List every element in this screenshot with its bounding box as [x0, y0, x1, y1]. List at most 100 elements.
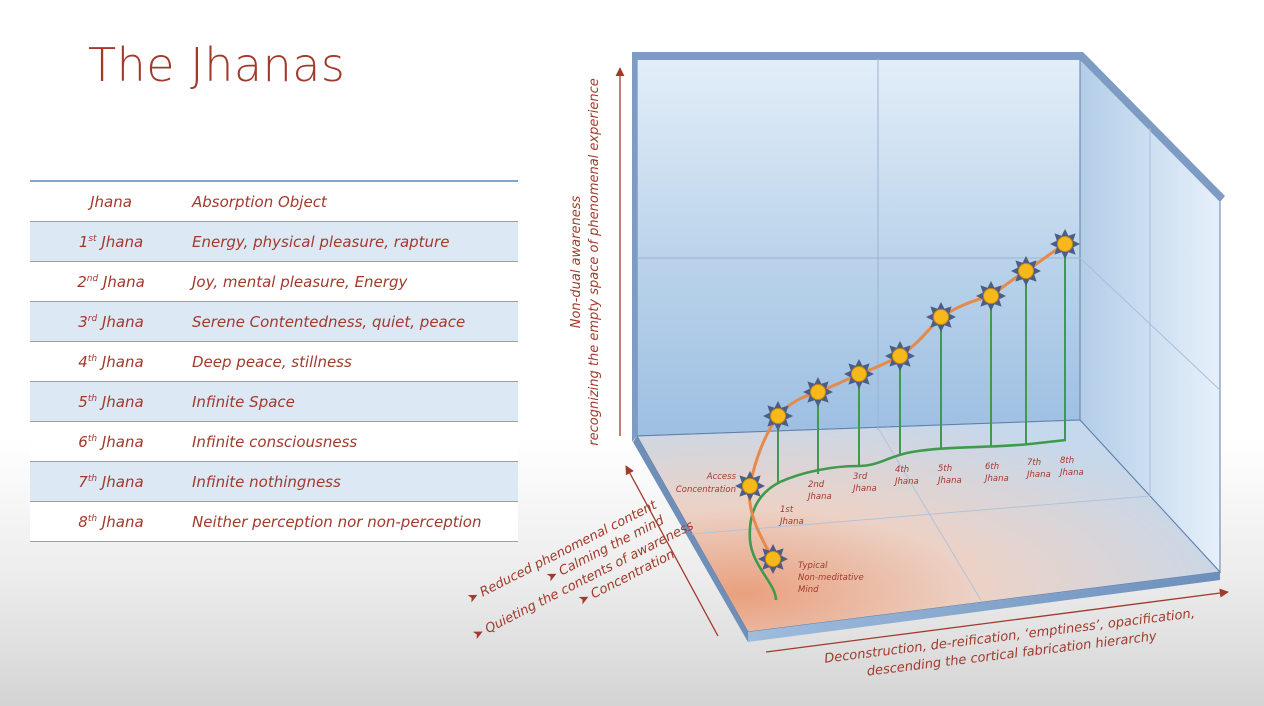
jhana-number: 4: [78, 352, 88, 371]
table-row: 6th Jhana Infinite consciousness: [30, 421, 518, 462]
typical-mind-star-icon: [758, 544, 788, 574]
absorption-object-cell: Infinite consciousness: [192, 432, 358, 451]
absorption-object-cell: Serene Contentedness, quiet, peace: [192, 312, 466, 331]
table-row: 8th Jhana Neither perception nor non-per…: [30, 501, 518, 542]
jhana-7-star-icon: [1011, 256, 1041, 286]
jhana-number: 8: [78, 512, 88, 531]
jhana-number: 7: [78, 472, 88, 491]
jhana-cell: 6th Jhana: [30, 422, 192, 462]
access-label-1: Access: [706, 472, 737, 482]
jhana-number: 6: [78, 432, 88, 451]
jhana-ordinal: th: [87, 513, 98, 524]
jhana-label: Jhana: [102, 272, 145, 291]
jhana-number: 3: [78, 312, 88, 331]
depth-axis-labels: ➤ Reduced phenomenal content ➤ Calming t…: [465, 498, 696, 644]
vertical-axis-label-2: recognizing the empty space of phenomena…: [587, 78, 602, 445]
jhana-cell: 1st Jhana: [30, 222, 192, 262]
j1-label-2: Jhana: [778, 517, 804, 527]
absorption-object-cell: Energy, physical pleasure, rapture: [192, 232, 450, 251]
jhana-cell: 7th Jhana: [30, 462, 192, 502]
table-row: 5th Jhana Infinite Space: [30, 381, 518, 422]
jhana-number: 5: [78, 392, 88, 411]
jhana-ordinal: th: [87, 353, 98, 364]
drop-lines: [777, 244, 1066, 484]
header-absorption-object: Absorption Object: [192, 192, 327, 211]
j7-label-2: Jhana: [1025, 470, 1051, 480]
page-title: The Jhanas: [88, 38, 346, 92]
jhana-5-star-icon: [926, 302, 956, 332]
left-edge: [632, 52, 637, 442]
absorption-object-cell: Deep peace, stillness: [192, 352, 352, 371]
jhana-cell: 3rd Jhana: [30, 302, 192, 342]
j8-label-1: 8th: [1060, 456, 1074, 466]
j6-label-2: Jhana: [983, 474, 1009, 484]
j5-label-1: 5th: [938, 464, 952, 474]
jhana-label: Jhana: [101, 312, 144, 331]
jhana-ordinal: th: [87, 393, 98, 404]
jhana-2-star-icon: [803, 377, 833, 407]
jhana-ordinal: st: [88, 233, 97, 244]
j4-label-2: Jhana: [893, 477, 919, 487]
jhana-label: Jhana: [101, 472, 144, 491]
j2-label-2: Jhana: [806, 492, 832, 502]
j4-label-1: 4th: [895, 465, 909, 475]
jhana-number: 2: [77, 272, 87, 291]
access-label-2: Concentration: [676, 485, 736, 495]
grid-line: [691, 495, 1151, 535]
jhana-label: Jhana: [101, 352, 144, 371]
jhana-cell: 5th Jhana: [30, 382, 192, 422]
access-concentration-star-icon: [735, 471, 765, 501]
j8-label-2: Jhana: [1058, 468, 1084, 478]
absorption-object-cell: Neither perception nor non-perception: [192, 512, 482, 531]
table-row: 2nd Jhana Joy, mental pleasure, Energy: [30, 261, 518, 302]
j3-label-1: 3rd: [853, 472, 868, 482]
jhana-cell: 8th Jhana: [30, 502, 192, 542]
orange-path: [747, 242, 1066, 560]
diagram-box: [632, 52, 1225, 642]
grid-line: [1079, 257, 1221, 391]
header-jhana: Jhana: [90, 192, 132, 211]
jhana-8-star-icon: [1050, 229, 1080, 259]
jhana-4-star-icon: [885, 341, 915, 371]
typical-label-2: Non-meditative: [798, 573, 864, 583]
jhana-3-star-icon: [844, 359, 874, 389]
jhana-cell: 2nd Jhana: [30, 262, 192, 302]
depth-axis-arrow: [625, 465, 719, 637]
node-labels: Typical Non-meditative Mind Access Conce…: [676, 456, 1084, 595]
jhana-ordinal: nd: [86, 273, 99, 284]
horizontal-axis-arrow: [765, 588, 1229, 653]
jhana-label: Jhana: [101, 432, 144, 451]
floor-right-edge: [748, 572, 1220, 642]
jhana-number: 1: [78, 232, 89, 251]
jhana-label: Jhana: [101, 392, 144, 411]
j5-label-2: Jhana: [936, 476, 962, 486]
table-row: 4th Jhana Deep peace, stillness: [30, 341, 518, 382]
vertical-axis-label-1: Non-dual awareness: [569, 196, 584, 329]
jhana-ordinal: rd: [87, 313, 98, 324]
j7-label-1: 7th: [1027, 458, 1041, 468]
j2-label-1: 2nd: [808, 480, 825, 490]
jhana-label: Jhana: [101, 232, 144, 251]
table-header-row: Jhana Absorption Object: [30, 181, 518, 222]
jhana-label: Jhana: [101, 512, 144, 531]
absorption-object-cell: Joy, mental pleasure, Energy: [192, 272, 408, 291]
jhana-ordinal: th: [87, 473, 98, 484]
jhana-6-star-icon: [976, 281, 1006, 311]
table-row: 1st Jhana Energy, physical pleasure, rap…: [30, 221, 518, 262]
j6-label-1: 6th: [985, 462, 999, 472]
j3-label-2: Jhana: [851, 484, 877, 494]
jhana-cell: 4th Jhana: [30, 342, 192, 382]
j1-label-1: 1st: [780, 505, 794, 515]
typical-label-1: Typical: [798, 561, 828, 571]
table-row: 3rd Jhana Serene Contentedness, quiet, p…: [30, 301, 518, 342]
floor-front-edge: [633, 436, 748, 642]
node-stars: [735, 229, 1080, 574]
jhana-ordinal: th: [87, 433, 98, 444]
jhana-table: Jhana Absorption Object 1st Jhana Energy…: [30, 180, 518, 542]
table-row: 7th Jhana Infinite nothingness: [30, 461, 518, 502]
absorption-object-cell: Infinite Space: [192, 392, 295, 411]
typical-label-3: Mind: [798, 585, 819, 595]
jhana-1-star-icon: [763, 401, 793, 431]
green-path: [748, 438, 1067, 601]
